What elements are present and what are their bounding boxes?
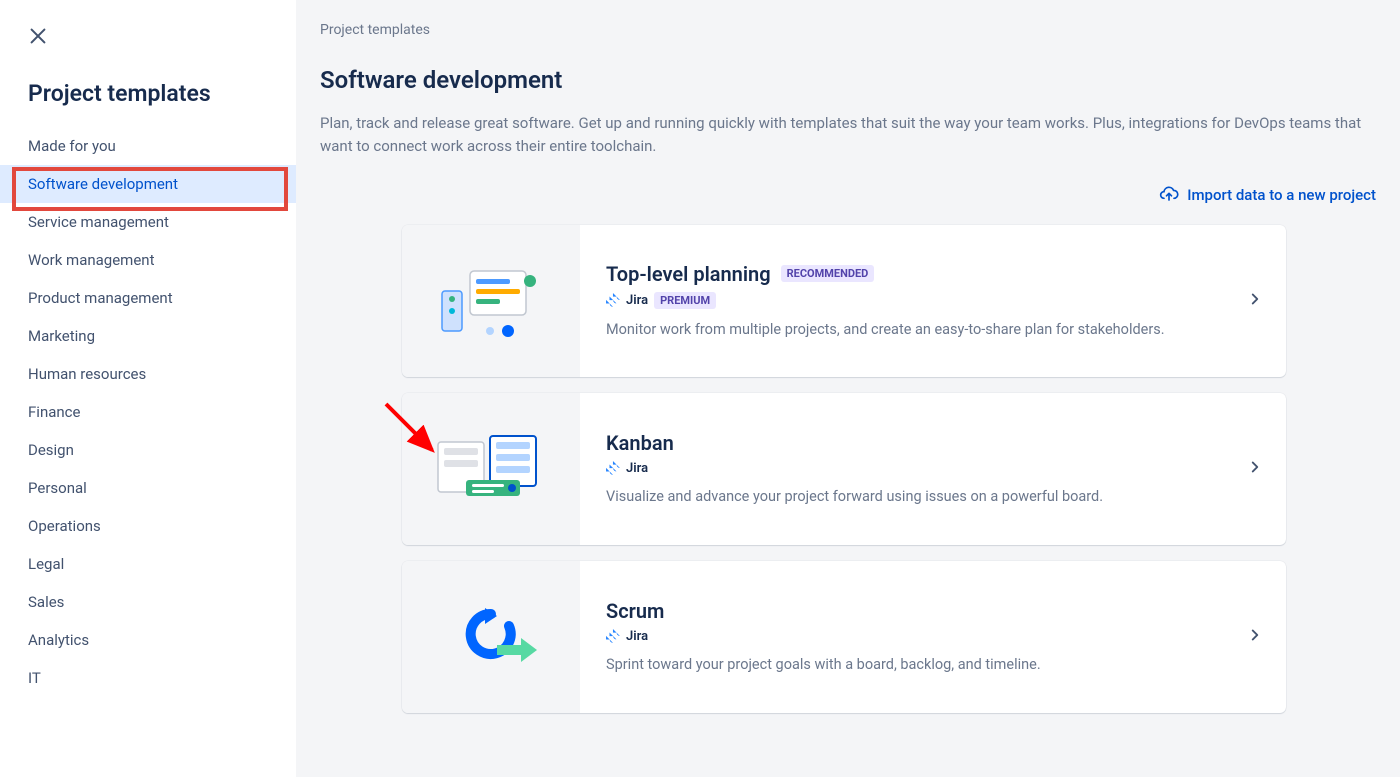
card-description: Monitor work from multiple projects, and… [606,319,1226,340]
card-description: Sprint toward your project goals with a … [606,654,1226,675]
sidebar-item-personal[interactable]: Personal [0,469,296,507]
import-data-link[interactable]: Import data to a new project [1159,185,1376,205]
card-title: Top-level planning [606,262,771,286]
premium-badge: PREMIUM [654,292,716,309]
sidebar-item-finance[interactable]: Finance [0,393,296,431]
close-icon [27,25,49,47]
card-title: Kanban [606,431,674,455]
sidebar-item-label: Human resources [28,365,146,383]
jira-logo-icon [606,629,620,643]
sidebar-item-sales[interactable]: Sales [0,583,296,621]
template-cards: Top-level planning RECOMMENDED Jira PREMIUM… [402,225,1286,713]
chevron-right-icon [1246,626,1264,648]
sidebar-item-label: Made for you [28,137,116,155]
product-row: Jira [606,461,1226,476]
sidebar-item-label: Legal [28,555,64,573]
sidebar-item-legal[interactable]: Legal [0,545,296,583]
sidebar-item-made-for-you[interactable]: Made for you [0,127,296,165]
import-row: Import data to a new project [320,185,1376,205]
sidebar-item-operations[interactable]: Operations [0,507,296,545]
chevron-right-icon [1246,458,1264,480]
sidebar-item-design[interactable]: Design [0,431,296,469]
card-body: Kanban Jira Visualize and advance your pro… [580,393,1286,545]
sidebar-item-label: Marketing [28,327,95,345]
template-card-scrum[interactable]: Scrum Jira Sprint toward your project goal… [402,561,1286,713]
sidebar-item-label: Product management [28,289,173,307]
product-row: Jira PREMIUM [606,292,1226,309]
sidebar-item-label: Personal [28,479,87,497]
sidebar-item-label: IT [28,669,41,687]
product-row: Jira [606,629,1226,644]
sidebar-item-service-management[interactable]: Service management [0,203,296,241]
sidebar-item-human-resources[interactable]: Human resources [0,355,296,393]
product-name: Jira [626,293,648,308]
card-body: Top-level planning RECOMMENDED Jira PREMIUM… [580,225,1286,377]
sidebar-list: Made for you Software development Service … [0,127,296,697]
sidebar-item-label: Operations [28,517,101,535]
sidebar-item-software-development[interactable]: Software development [0,165,296,203]
sidebar-item-marketing[interactable]: Marketing [0,317,296,355]
card-illustration [402,561,580,713]
product-name: Jira [626,461,648,476]
sidebar-title: Project templates [0,56,296,127]
import-data-label: Import data to a new project [1187,186,1376,204]
sidebar: Project templates Made for you Software d… [0,0,296,777]
template-card-top-level-planning[interactable]: Top-level planning RECOMMENDED Jira PREMIUM… [402,225,1286,377]
card-illustration [402,393,580,545]
product-name: Jira [626,629,648,644]
card-description: Visualize and advance your project forwa… [606,486,1226,507]
sidebar-item-it[interactable]: IT [0,659,296,697]
sidebar-item-label: Design [28,441,74,459]
sidebar-item-label: Sales [28,593,64,611]
close-button[interactable] [18,16,58,56]
page-description: Plan, track and release great software. … [320,112,1376,157]
sidebar-item-analytics[interactable]: Analytics [0,621,296,659]
main-content: Project templates Software development P… [296,0,1400,777]
recommended-badge: RECOMMENDED [781,265,875,282]
breadcrumb[interactable]: Project templates [320,22,1376,38]
template-card-kanban[interactable]: Kanban Jira Visualize and advance your pro… [402,393,1286,545]
page-title: Software development [320,66,1376,94]
chevron-right-icon [1246,290,1264,312]
card-illustration [402,225,580,377]
sidebar-item-label: Work management [28,251,154,269]
sidebar-item-label: Software development [28,175,178,193]
sidebar-item-work-management[interactable]: Work management [0,241,296,279]
jira-logo-icon [606,461,620,475]
card-title: Scrum [606,599,664,623]
sidebar-item-product-management[interactable]: Product management [0,279,296,317]
sidebar-item-label: Finance [28,403,80,421]
sidebar-item-label: Analytics [28,631,89,649]
cloud-upload-icon [1159,185,1179,205]
card-body: Scrum Jira Sprint toward your project goal… [580,561,1286,713]
sidebar-item-label: Service management [28,213,169,231]
jira-logo-icon [606,293,620,307]
